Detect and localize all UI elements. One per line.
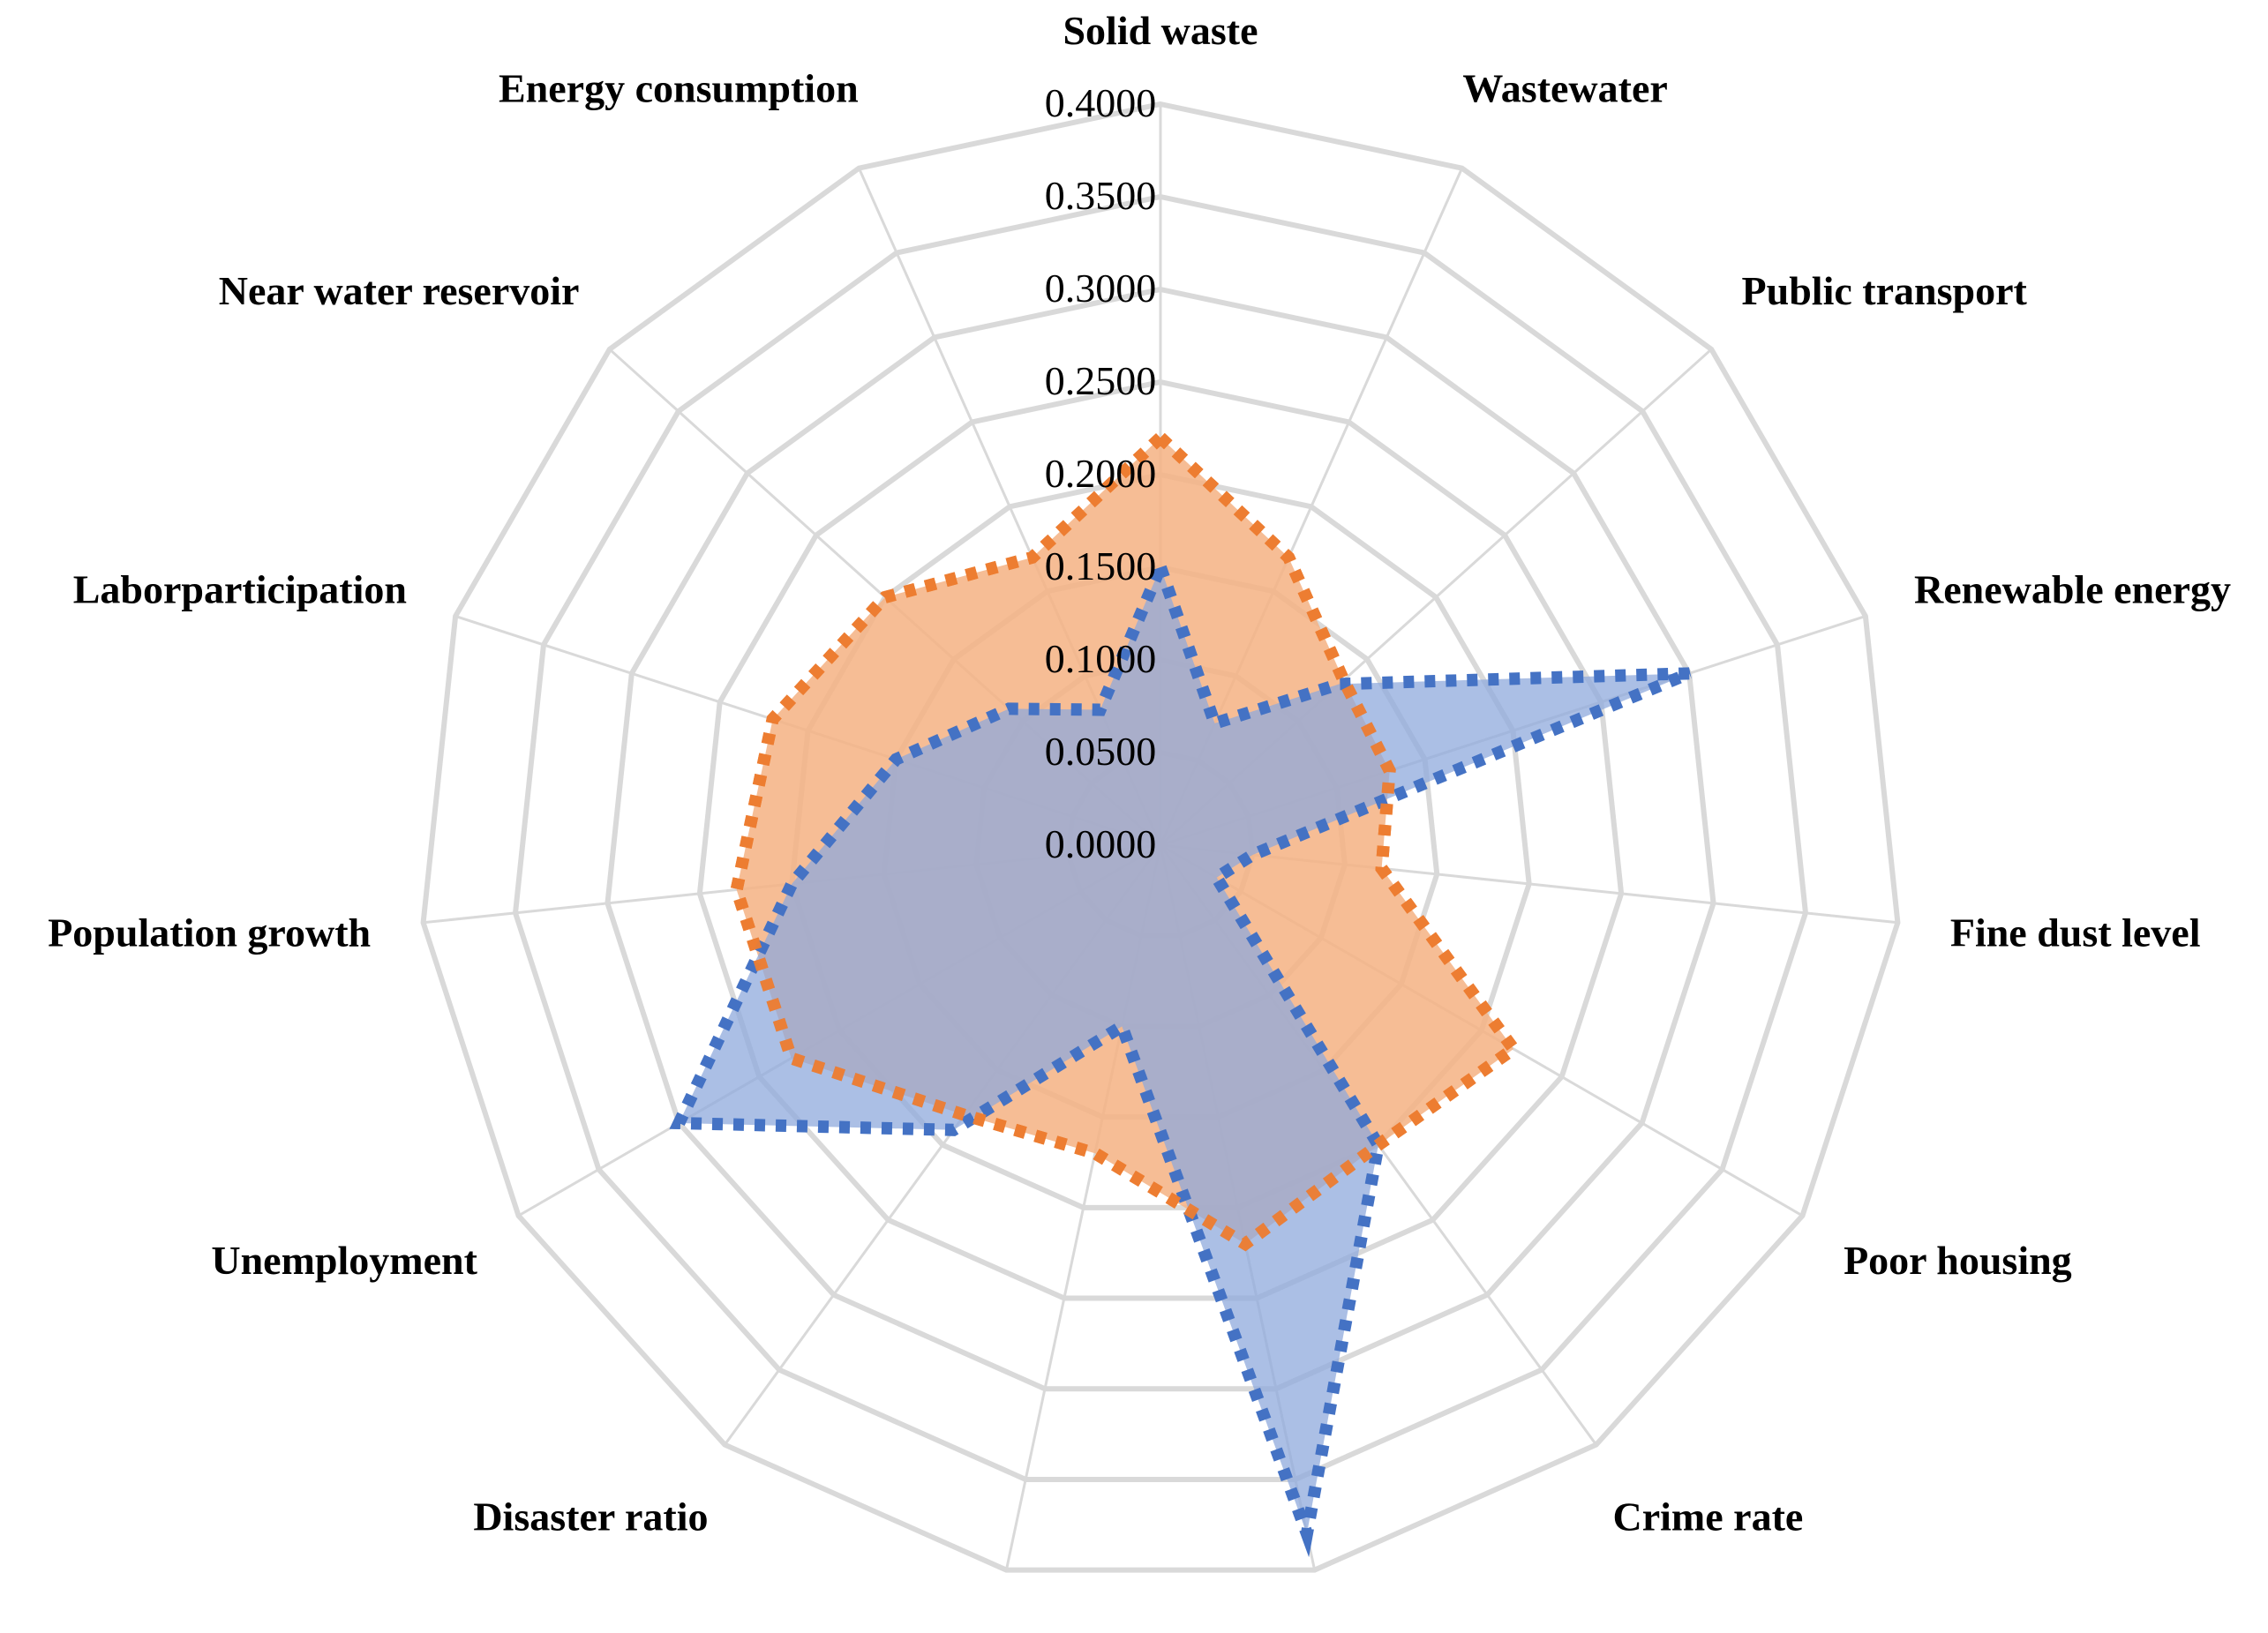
category-label: Poor housing xyxy=(1844,1238,2072,1283)
grid-ring-7 xyxy=(512,193,1809,1482)
grid-ring-6 xyxy=(605,286,1716,1392)
category-label: Unemployment xyxy=(211,1238,477,1283)
tick-label: 0.2000 xyxy=(1045,451,1157,496)
series-layer xyxy=(669,429,1692,1558)
category-label: Fine dust level xyxy=(1950,910,2201,955)
category-label: Solid waste xyxy=(1063,8,1258,53)
tick-label: 0.0000 xyxy=(1045,821,1157,866)
tick-label: 0.3500 xyxy=(1045,173,1157,218)
tick-label: 0.1500 xyxy=(1045,543,1157,588)
tick-label: 0.0500 xyxy=(1045,729,1157,774)
series-1-outline xyxy=(730,429,1522,1252)
tick-label: 0.4000 xyxy=(1045,80,1157,125)
category-label: Population growth xyxy=(48,910,371,955)
tick-labels: 0.0000 0.0500 0.1000 0.1500 0.2000 0.2500 0.30… xyxy=(1045,80,1157,866)
tick-label: 0.2500 xyxy=(1045,358,1157,403)
category-label: Energy consumption xyxy=(499,65,859,110)
tick-label: 0.1000 xyxy=(1045,636,1157,681)
category-label: Wastewater xyxy=(1462,65,1667,110)
category-label: Public transport xyxy=(1742,268,2028,313)
category-label: Disaster ratio xyxy=(473,1494,708,1539)
category-label: Laborparticipation xyxy=(73,567,407,612)
tick-label: 0.3000 xyxy=(1045,266,1157,311)
grid-ring-5 xyxy=(696,378,1625,1301)
category-label: Crime rate xyxy=(1613,1494,1804,1539)
grid-ring-8 xyxy=(420,101,1901,1573)
category-label: Near water reservoir xyxy=(219,268,580,313)
series-2-area xyxy=(669,550,1692,1558)
category-label: Renewable energy xyxy=(1914,567,2231,612)
category-labels: Solid waste Wastewater Public transport Ren… xyxy=(48,8,2231,1539)
